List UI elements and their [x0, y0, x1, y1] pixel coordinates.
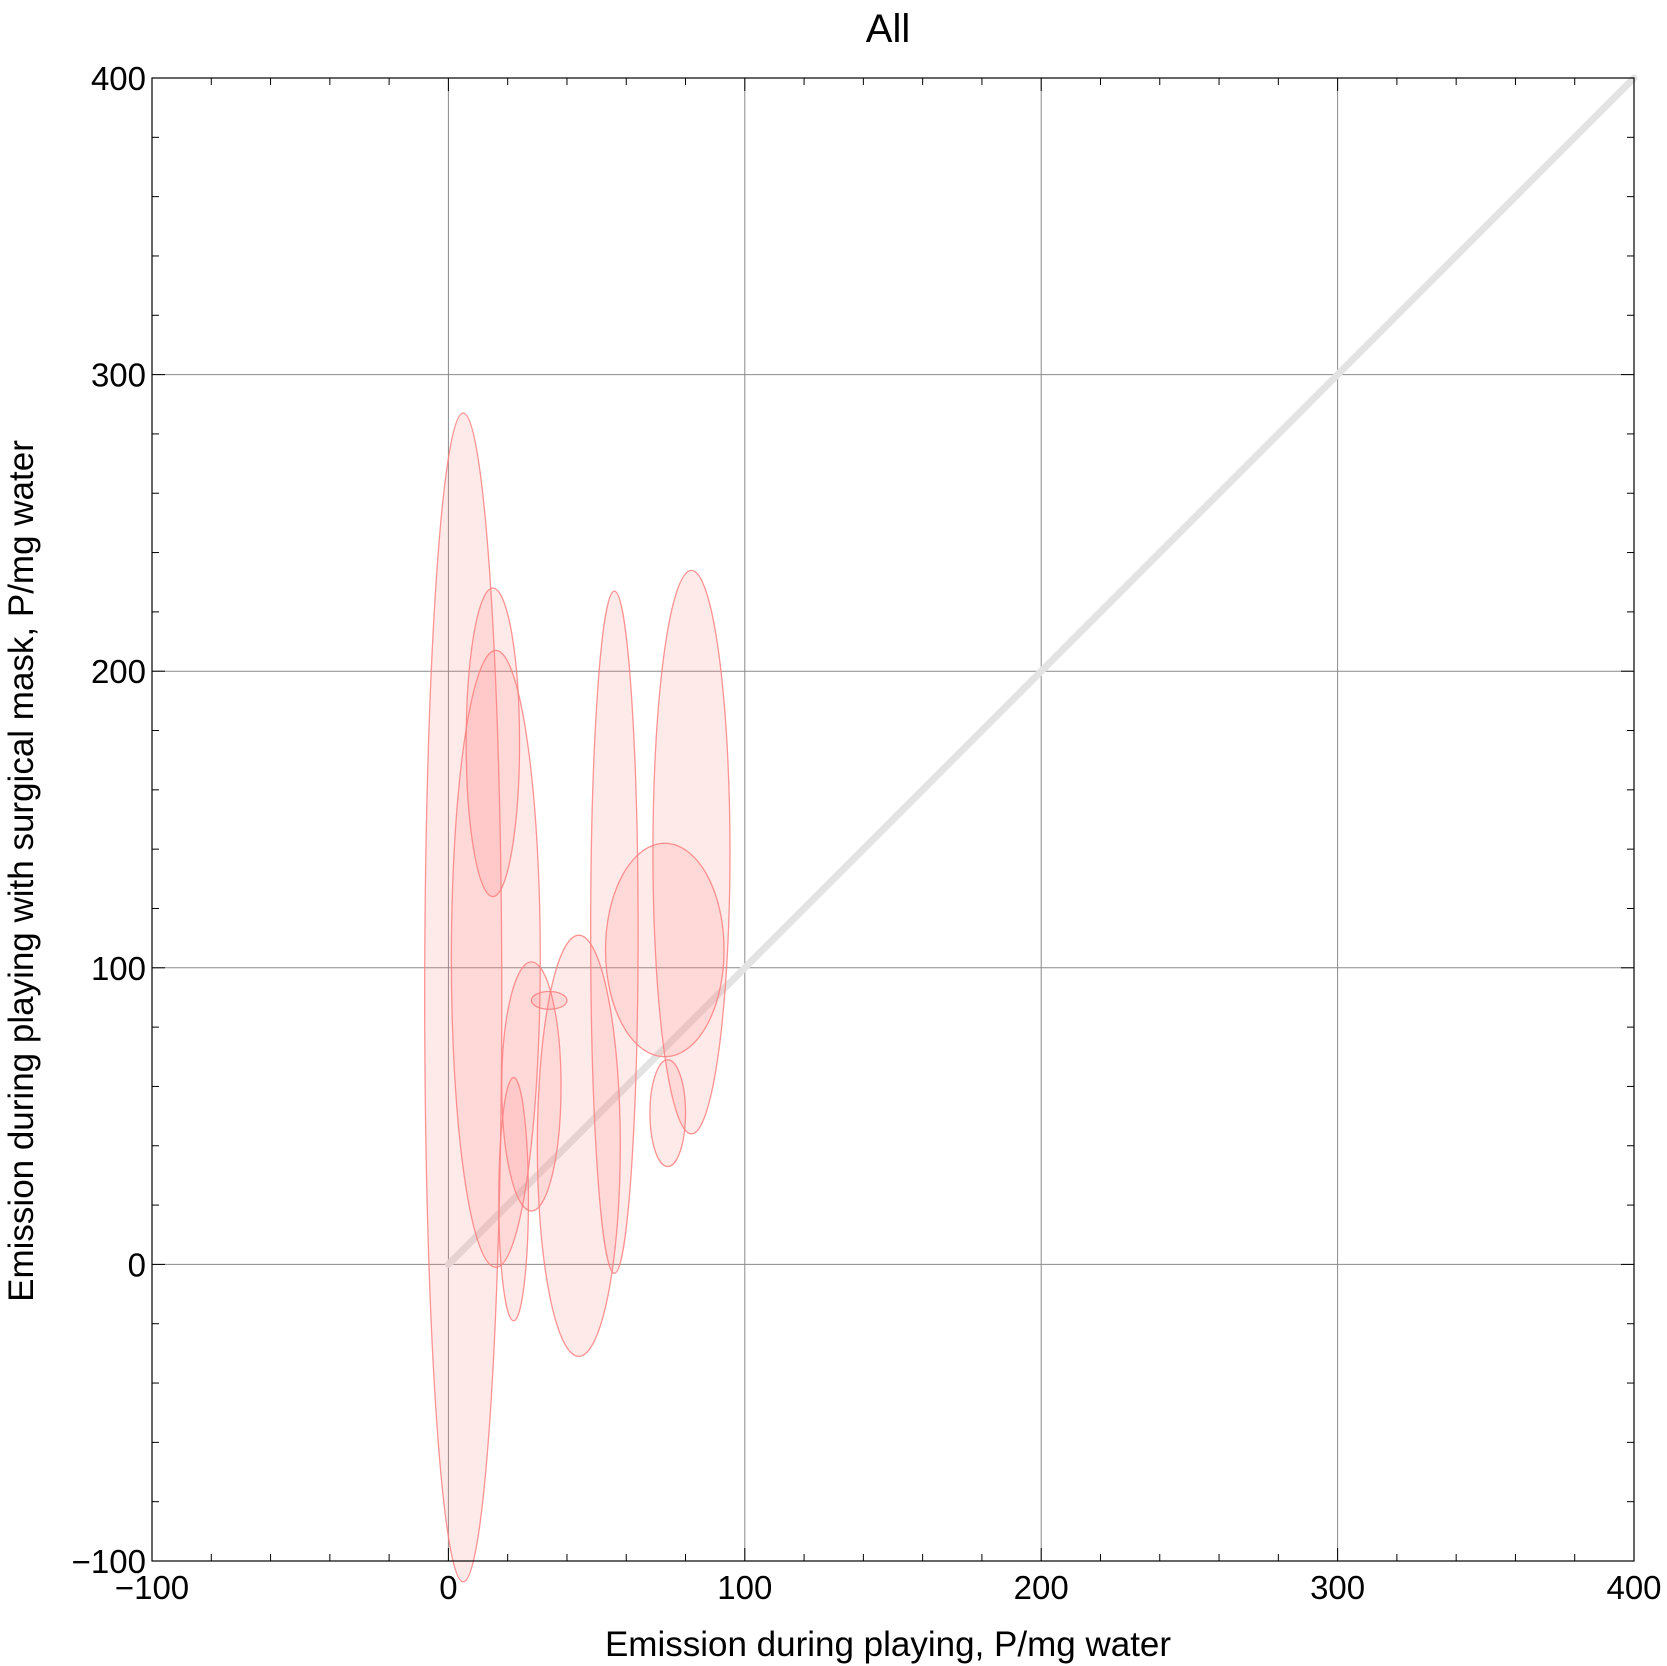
ellipse-8	[590, 590, 639, 1274]
ellipse-10	[649, 1059, 687, 1168]
grid-lines	[152, 78, 1634, 1561]
y-tick-label: −100	[72, 1543, 146, 1580]
x-tick-label: 300	[1310, 1569, 1365, 1606]
y-tick-label: 0	[128, 1246, 146, 1283]
y-tick-label: 200	[91, 653, 146, 690]
ellipse-5	[501, 961, 562, 1212]
x-tick-label: −100	[115, 1569, 189, 1606]
plot-frame	[151, 77, 1635, 1562]
ellipse-11	[652, 569, 731, 1135]
x-tick-label: 0	[439, 1569, 457, 1606]
ellipse-4	[498, 1076, 530, 1322]
x-tick-label: 400	[1606, 1569, 1661, 1606]
y-tick-label: 400	[91, 60, 146, 97]
ellipse-2	[465, 587, 521, 898]
y-tick-labels: −100 0 100 200 300 400	[72, 60, 146, 1580]
reference-line	[444, 74, 1638, 1268]
ellipse-1	[424, 412, 503, 1583]
x-tick-labels: −100 0 100 200 300 400	[115, 1569, 1662, 1606]
y-tick-label: 100	[91, 950, 146, 987]
ellipses-layer	[424, 412, 731, 1583]
y-tick-label: 300	[91, 357, 146, 394]
x-axis-label: Emission during playing, P/mg water	[605, 1625, 1171, 1664]
chart-title: All	[866, 7, 910, 51]
x-tick-label: 200	[1014, 1569, 1069, 1606]
y-axis-label: Emission during playing with surgical ma…	[2, 440, 41, 1302]
ellipse-3	[450, 649, 541, 1269]
x-tick-label: 100	[717, 1569, 772, 1606]
tick-marks	[151, 77, 1635, 1562]
ellipse-7	[536, 934, 621, 1357]
